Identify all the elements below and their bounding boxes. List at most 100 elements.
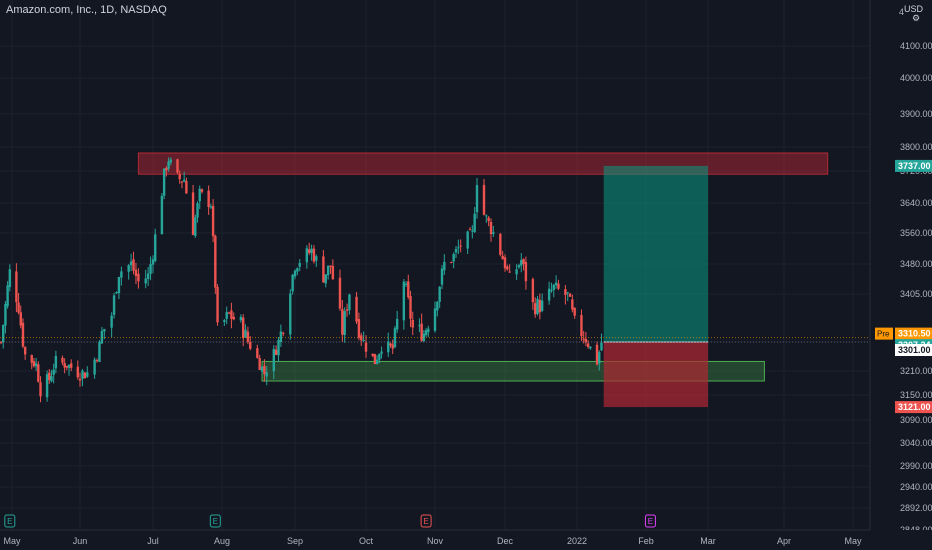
y-axis: 2848.002892.002940.002990.003040.003090.… (869, 0, 932, 550)
price-tag-bg-4 (895, 401, 932, 414)
candle-body-163 (522, 259, 525, 265)
candle-body-43 (134, 269, 138, 277)
candle-body-169 (540, 300, 544, 311)
candle-154 (492, 225, 495, 237)
candle-168 (538, 293, 542, 320)
candle-78 (246, 326, 250, 345)
candle-body-172 (552, 284, 555, 290)
x-tick-label-12: May (844, 536, 862, 546)
candle-151 (485, 214, 488, 223)
y-tick-label-15: 3900.00 (900, 109, 932, 119)
candle-77 (244, 324, 247, 338)
candle-body-150 (482, 184, 486, 215)
y-tick-label-10: 3480.00 (900, 259, 932, 269)
candle-132 (422, 329, 426, 343)
candle-body-21 (63, 363, 66, 368)
candle-body-95 (305, 248, 309, 263)
x-tick-label-7: Dec (497, 536, 514, 546)
candle-body-55 (176, 159, 179, 173)
price-tag-label-1: 3310.50 (898, 329, 931, 339)
price-tag-label-3: 3301.00 (898, 345, 931, 355)
candle-160 (515, 264, 518, 280)
candle-20 (61, 355, 64, 366)
currency-label[interactable]: USD (904, 4, 924, 14)
candle-body-37 (115, 292, 118, 294)
candle-67 (211, 199, 215, 243)
candle-145 (466, 230, 469, 254)
y-tick-label-4: 3040.00 (900, 438, 932, 448)
candle-body-45 (144, 278, 147, 284)
candle-31 (95, 358, 99, 363)
candle-110 (355, 291, 358, 325)
candle-body-90 (289, 293, 292, 335)
candle-body-154 (492, 232, 495, 234)
candle-body-142 (454, 249, 458, 253)
candle-body-1 (2, 325, 5, 343)
candle-35 (110, 312, 113, 338)
candle-body-159 (508, 271, 511, 273)
price-tag-prefix-bg-1 (875, 327, 893, 340)
candle-body-109 (348, 294, 351, 311)
candle-body-158 (506, 266, 509, 270)
candle-26 (78, 372, 82, 387)
candle-body-99 (315, 256, 318, 261)
candle-body-31 (95, 360, 99, 362)
resistance-zone (137, 152, 829, 175)
candle-66 (209, 203, 213, 209)
x-tick-label-8: 2022 (567, 536, 587, 546)
candle-body-24 (70, 363, 73, 368)
candle-body-151 (485, 215, 488, 217)
earnings-marker-label-2: E (423, 517, 428, 526)
candle-body-79 (249, 341, 252, 349)
candle-body-54 (169, 159, 173, 163)
candle-173 (554, 275, 558, 289)
candle-body-38 (117, 277, 121, 294)
y-tick-label-14: 3800.00 (900, 142, 932, 152)
candle-148 (473, 207, 476, 233)
candle-1 (2, 324, 5, 349)
candle-186 (598, 350, 601, 371)
candle-13 (37, 361, 40, 383)
candle-body-14 (39, 382, 42, 397)
price-tag-prefix-1: Pre (877, 330, 890, 339)
candle-141 (452, 252, 455, 269)
candle-body-134 (427, 328, 430, 333)
candle-body-148 (473, 213, 476, 232)
price-tag-0: 3737.00 (895, 159, 932, 172)
candle-body-13 (37, 364, 40, 382)
candle-3 (6, 281, 9, 309)
candle-25 (76, 360, 80, 380)
settings-icon[interactable]: ⚙ (912, 13, 921, 23)
candle-body-72 (227, 312, 231, 314)
candle-128 (409, 290, 412, 328)
candle-body-122 (391, 344, 394, 349)
candle-body-28 (83, 372, 87, 379)
candle-112 (360, 332, 363, 346)
earnings-marker-box-1 (209, 514, 221, 528)
candle-body-111 (357, 318, 361, 338)
candle-body-18 (52, 369, 55, 375)
candle-144 (459, 239, 462, 253)
candle-body-12 (34, 363, 38, 367)
candle-18 (52, 363, 55, 384)
candle-0 (0, 340, 3, 345)
candle-body-58 (182, 179, 186, 182)
candle-body-164 (524, 262, 528, 282)
candle-body-117 (375, 359, 379, 364)
candle-27 (81, 368, 84, 387)
candle-body-26 (78, 378, 82, 381)
candle-body-91 (291, 274, 294, 292)
candle-body-115 (371, 353, 374, 356)
candle-body-162 (520, 259, 523, 266)
candle-64 (200, 188, 204, 194)
candle-body-34 (103, 329, 106, 332)
candle-111 (357, 312, 361, 341)
y-tick-label-5: 3090.00 (900, 415, 932, 425)
candle-60 (191, 184, 195, 236)
y-tick-label-6: 3150.00 (900, 390, 932, 400)
candle-body-51 (162, 168, 166, 196)
y-axis-bg (870, 0, 932, 550)
candle-37 (115, 291, 118, 294)
candle-85 (272, 345, 276, 380)
